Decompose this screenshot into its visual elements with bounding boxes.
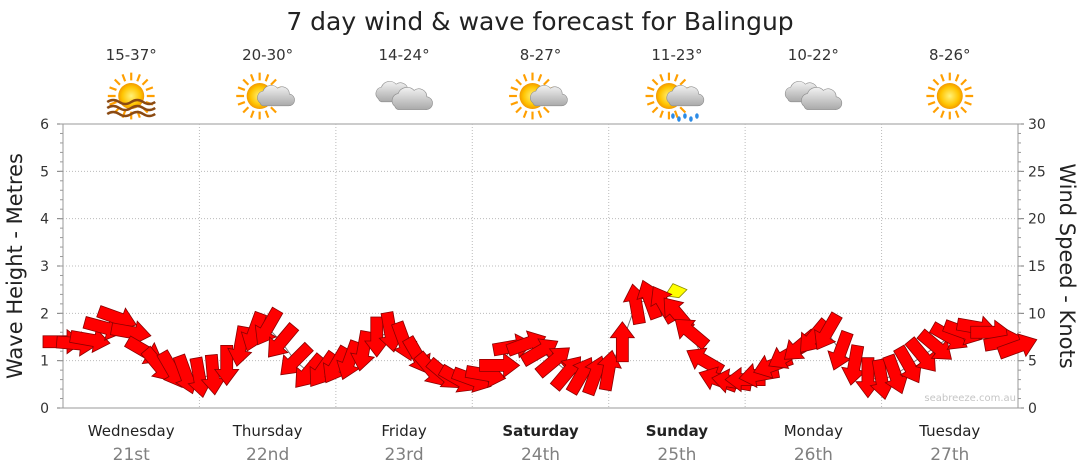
- wind-arrow: [349, 329, 376, 372]
- weather-header: 15-37° 20-30° 14-24° 8-27° 11-23° 10-22° 8-26°: [106, 46, 975, 122]
- day-date: 27th: [930, 445, 969, 465]
- sun-haze-icon: [106, 71, 156, 121]
- right-tick-label: 30: [1028, 117, 1046, 133]
- wind-arrow: [916, 328, 952, 360]
- wind-arrow: [479, 352, 521, 379]
- day-name: Thursday: [232, 422, 303, 440]
- wind-arrow: [110, 320, 152, 346]
- right-axis-label: Wind Speed - Knots: [1055, 163, 1079, 368]
- right-tick-label: 10: [1028, 306, 1046, 322]
- day-temperature: 11-23°: [651, 46, 702, 64]
- wind-arrow: [996, 333, 1038, 360]
- watermark: seabreeze.com.au: [924, 393, 1016, 404]
- left-tick-label: 3: [40, 259, 49, 275]
- left-axis: 0 1 2 3 4 5 6: [40, 117, 63, 417]
- day-name: Friday: [381, 422, 427, 440]
- left-tick-label: 0: [40, 401, 49, 417]
- wind-arrow: [322, 344, 352, 384]
- left-tick-label: 1: [40, 354, 49, 370]
- wind-arrow: [904, 336, 936, 372]
- day-temperature: 20-30°: [242, 46, 293, 64]
- left-tick-label: 6: [40, 117, 49, 133]
- chart-title: 7 day wind & wave forecast for Balingup: [286, 7, 793, 36]
- wind-arrow: [814, 311, 843, 351]
- day-name: Saturday: [502, 422, 579, 440]
- day-date: 23rd: [385, 445, 424, 465]
- day-name: Tuesday: [918, 422, 980, 440]
- wind-arrow: [254, 306, 284, 346]
- left-axis-label: Wave Height - Metres: [3, 153, 27, 379]
- day-name: Wednesday: [88, 422, 175, 440]
- day-temperature: 14-24°: [379, 46, 430, 64]
- wind-arrow: [841, 344, 867, 386]
- day-date: 25th: [657, 445, 696, 465]
- sun-icon: [925, 71, 975, 121]
- day-date: 24th: [521, 445, 560, 465]
- day-date: 26th: [794, 445, 833, 465]
- day-temperature: 8-27°: [520, 46, 562, 64]
- wind-arrow: [609, 321, 636, 363]
- day-temperature: 15-37°: [106, 46, 157, 64]
- wind-arrow: [827, 329, 854, 371]
- cloud-icon: [375, 81, 433, 110]
- day-name: Monday: [784, 422, 843, 440]
- sun-cloud-icon: [508, 71, 568, 121]
- wind-arrow: [674, 318, 711, 351]
- cloud-icon: [784, 81, 843, 110]
- day-temperature: 10-22°: [788, 46, 839, 64]
- right-tick-label: 15: [1028, 259, 1046, 275]
- right-tick-label: 25: [1028, 164, 1046, 180]
- wind-arrow: [69, 327, 111, 354]
- right-axis: 0 5 10 15 20 25 30: [1018, 117, 1046, 417]
- day-name: Sunday: [646, 422, 709, 440]
- day-date: 22nd: [246, 445, 289, 465]
- sun-cloud-icon: [235, 71, 295, 121]
- sun-cloud-rain-icon: [644, 71, 705, 122]
- wind-arrow: [336, 339, 363, 381]
- day-labels: Wednesday 21st Thursday 22nd Friday 23rd Satur…: [88, 422, 981, 465]
- day-temperature: 8-26°: [929, 46, 971, 64]
- left-tick-label: 2: [40, 306, 49, 322]
- right-tick-label: 5: [1028, 354, 1037, 370]
- right-tick-label: 0: [1028, 401, 1037, 417]
- wind-arrow: [268, 321, 300, 358]
- left-tick-label: 5: [40, 164, 49, 180]
- plot-area: 0 1 2 3 4 5 6 0 5 10 15 20 25 30 seabreeze.com.au: [40, 117, 1046, 417]
- wind-arrow: [534, 347, 570, 379]
- wind-arrow: [200, 353, 227, 396]
- day-date: 21st: [113, 445, 150, 465]
- wind-series: [42, 279, 1038, 400]
- right-tick-label: 20: [1028, 212, 1046, 228]
- left-tick-label: 4: [40, 212, 49, 228]
